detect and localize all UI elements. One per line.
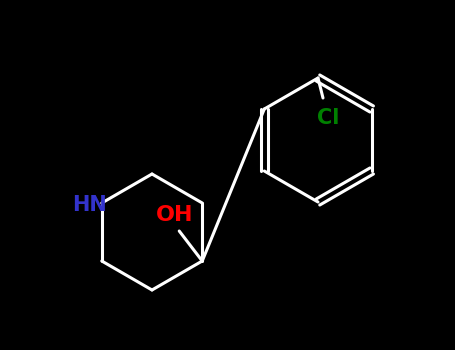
Text: OH: OH	[156, 205, 193, 225]
Text: Cl: Cl	[317, 108, 339, 128]
Text: HN: HN	[72, 195, 107, 215]
